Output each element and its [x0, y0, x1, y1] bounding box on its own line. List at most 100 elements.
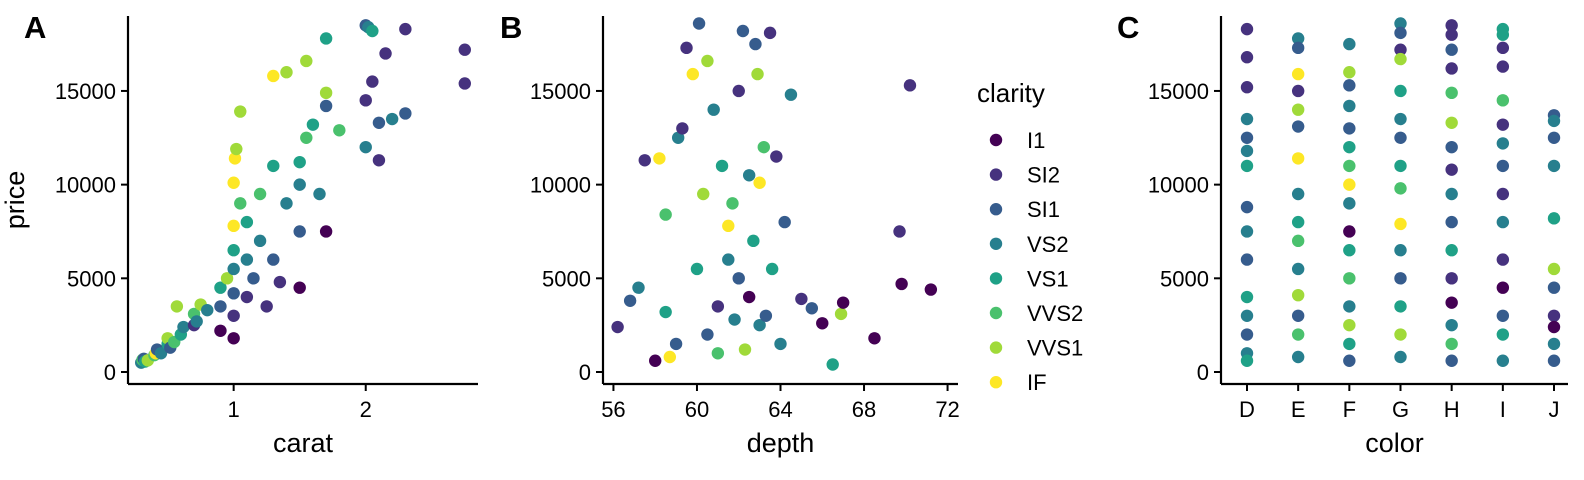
- data-point: [366, 24, 379, 38]
- data-point: [154, 347, 168, 360]
- data-point: [749, 37, 762, 51]
- panel-tag: C: [1117, 10, 1139, 45]
- data-point: [1496, 215, 1510, 229]
- data-point: [1240, 309, 1254, 322]
- data-point: [747, 234, 760, 248]
- data-point: [1547, 354, 1561, 367]
- data-point: [293, 155, 306, 169]
- data-point: [234, 105, 247, 118]
- data-point: [1445, 318, 1458, 332]
- data-point: [1394, 272, 1407, 285]
- data-point: [1343, 225, 1356, 238]
- data-point: [267, 69, 280, 83]
- data-point: [240, 253, 254, 266]
- y-tick-label: 10000: [55, 173, 116, 198]
- data-point: [649, 354, 662, 367]
- data-point: [227, 262, 240, 276]
- data-point: [715, 159, 729, 173]
- data-point: [319, 86, 333, 100]
- data-point: [240, 290, 254, 304]
- panel-a: A 0 5000 10000 15000 1 2 carat price: [0, 10, 478, 458]
- data-point: [247, 272, 260, 285]
- data-point: [1445, 19, 1458, 32]
- data-point: [1445, 43, 1458, 56]
- x-tick-label: F: [1343, 397, 1356, 422]
- data-point: [1394, 84, 1407, 98]
- data-point: [227, 287, 240, 300]
- data-point: [227, 332, 240, 345]
- data-point: [214, 324, 227, 337]
- data-point: [1394, 350, 1407, 364]
- y-tick-label: 10000: [1148, 173, 1209, 198]
- x-axis-title: color: [1365, 428, 1424, 458]
- data-point: [1240, 354, 1254, 367]
- data-point: [1394, 182, 1407, 195]
- data-point: [273, 275, 287, 289]
- y-tick-label: 0: [1197, 360, 1209, 385]
- data-point: [366, 75, 379, 88]
- data-point: [1445, 163, 1458, 176]
- data-point: [293, 281, 306, 294]
- y-tick-label: 5000: [542, 266, 591, 291]
- data-point: [763, 26, 777, 40]
- data-point: [399, 22, 412, 36]
- x-tick-label: 68: [852, 397, 876, 422]
- data-point: [359, 94, 372, 107]
- data-point: [765, 262, 779, 276]
- data-point: [805, 302, 819, 315]
- data-point: [736, 24, 750, 38]
- data-point: [778, 215, 791, 229]
- data-point: [1445, 116, 1458, 129]
- data-point: [680, 41, 693, 55]
- x-tick-label: H: [1444, 397, 1460, 422]
- data-point: [638, 154, 651, 167]
- data-point: [458, 43, 471, 56]
- legend-swatch: [989, 133, 1003, 147]
- data-point: [1291, 309, 1305, 322]
- data-point: [220, 272, 234, 285]
- data-point: [1240, 225, 1254, 238]
- data-point: [1343, 300, 1356, 313]
- data-point: [1496, 281, 1510, 294]
- data-point: [293, 178, 306, 191]
- data-point: [738, 343, 752, 356]
- legend-label-i1: I1: [1027, 128, 1045, 153]
- data-point: [1496, 41, 1510, 55]
- legend-label-si2: SI2: [1027, 163, 1060, 188]
- x-tick-label: 2: [360, 397, 372, 422]
- legend-title: clarity: [977, 78, 1045, 108]
- data-point: [1394, 112, 1407, 126]
- data-point: [836, 296, 850, 309]
- data-point: [1240, 253, 1254, 266]
- data-point: [753, 318, 766, 332]
- data-point: [1445, 28, 1458, 41]
- data-point: [701, 54, 714, 68]
- data-point: [1291, 234, 1305, 248]
- legend-label-vs1: VS1: [1027, 266, 1069, 291]
- data-point: [1394, 159, 1407, 173]
- y-tick-label: 15000: [55, 79, 116, 104]
- data-point: [732, 272, 745, 285]
- data-point: [1547, 320, 1561, 334]
- data-point: [1394, 131, 1407, 144]
- data-point: [690, 262, 704, 276]
- x-tick-label: 72: [935, 397, 959, 422]
- data-point: [742, 169, 756, 182]
- legend: clarity I1 SI2 SI1 VS2 VS1 VVS2 VVS1 IF: [977, 78, 1083, 395]
- y-tick-label: 15000: [530, 79, 591, 104]
- data-point: [1496, 94, 1510, 107]
- data-point: [1496, 118, 1510, 131]
- data-point: [795, 292, 808, 306]
- data-point: [1547, 114, 1561, 128]
- data-point: [1445, 296, 1458, 309]
- data-point: [742, 290, 756, 304]
- data-point: [227, 219, 240, 233]
- legend-swatch: [989, 168, 1003, 181]
- legend-swatch: [989, 306, 1003, 320]
- data-point: [227, 244, 240, 257]
- data-point: [1240, 131, 1254, 144]
- x-tick-label: D: [1239, 397, 1255, 422]
- data-point: [1291, 103, 1305, 116]
